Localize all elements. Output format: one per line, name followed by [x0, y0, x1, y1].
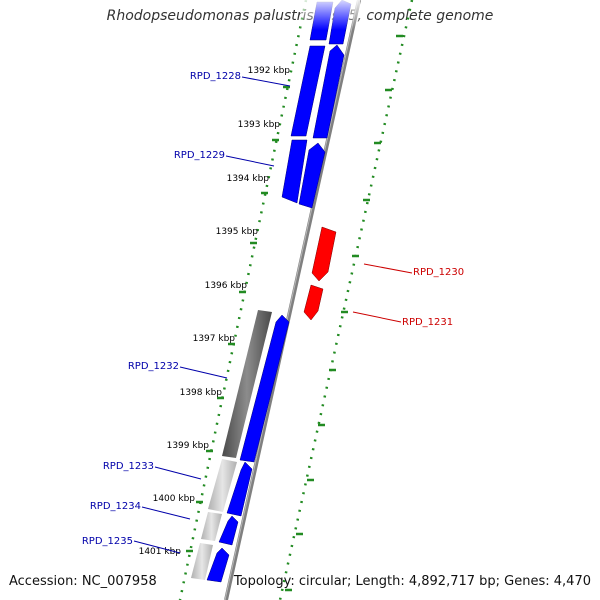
tick-marks: [186, 34, 403, 592]
gene-label-rpd-1232[interactable]: RPD_1232: [128, 361, 179, 372]
gene-label-rpd-1235[interactable]: RPD_1235: [82, 536, 133, 547]
inner-dotted-track: [178, 0, 308, 600]
gene-rpd-1235-a[interactable]: [191, 543, 213, 580]
gene-rpd-1232-b[interactable]: [239, 314, 290, 463]
gene-label-rpd-1229[interactable]: RPD_1229: [174, 150, 225, 161]
reverse-genes: [303, 226, 337, 321]
gene-rpd-1234-a[interactable]: [201, 512, 222, 541]
kbp-label: 1396 kbp: [205, 281, 248, 291]
kbp-label: 1393 kbp: [238, 120, 281, 130]
gene-rpd-1230[interactable]: [311, 226, 337, 282]
gene-rpd-1233-b[interactable]: [226, 461, 253, 517]
gene-label-rpd-1228[interactable]: RPD_1228: [190, 71, 241, 82]
forward-genes: [206, 0, 352, 583]
forward-gene-labels: [133, 76, 291, 554]
gene-label-rpd-1233[interactable]: RPD_1233: [103, 461, 154, 472]
gene-label-rpd-1230[interactable]: RPD_1230: [413, 267, 464, 278]
genome-backbone-highlight: [224, 0, 359, 600]
kbp-label: 1395 kbp: [216, 227, 259, 237]
gene-label-rpd-1231[interactable]: RPD_1231: [402, 317, 453, 328]
gene-rpd-1234-b[interactable]: [218, 515, 239, 546]
gene-rpd-1232-a[interactable]: [222, 310, 272, 458]
kbp-label: 1401 kbp: [139, 547, 182, 557]
kbp-labels: 1392 kbp 1393 kbp 1394 kbp 1395 kbp 1396…: [139, 66, 291, 557]
kbp-label: 1394 kbp: [227, 174, 270, 184]
gene-rpd-1228-d[interactable]: [312, 44, 345, 139]
genome-stats-text: Topology: circular; Length: 4,892,717 bp…: [233, 574, 591, 589]
gene-rpd-1229-a[interactable]: [281, 139, 308, 204]
kbp-label: 1400 kbp: [153, 494, 196, 504]
kbp-label: 1397 kbp: [193, 334, 236, 344]
reverse-gene-labels: [352, 263, 413, 323]
gene-rpd-1233-a[interactable]: [208, 459, 237, 512]
gene-rpd-1235-b[interactable]: [206, 547, 230, 583]
gene-label-rpd-1234[interactable]: RPD_1234: [90, 501, 141, 512]
gene-rpd-1229-b[interactable]: [298, 142, 326, 209]
genome-backbone: [224, 0, 361, 600]
gene-rpd-1231[interactable]: [303, 284, 324, 321]
gene-rpd-1228-c[interactable]: [290, 45, 326, 137]
outer-dotted-track: [278, 0, 414, 600]
top-fade: [300, 0, 360, 30]
kbp-label: 1399 kbp: [167, 441, 210, 451]
accession-text: Accession: NC_007958: [9, 574, 157, 589]
kbp-label: 1398 kbp: [180, 388, 223, 398]
kbp-label: 1392 kbp: [248, 66, 291, 76]
